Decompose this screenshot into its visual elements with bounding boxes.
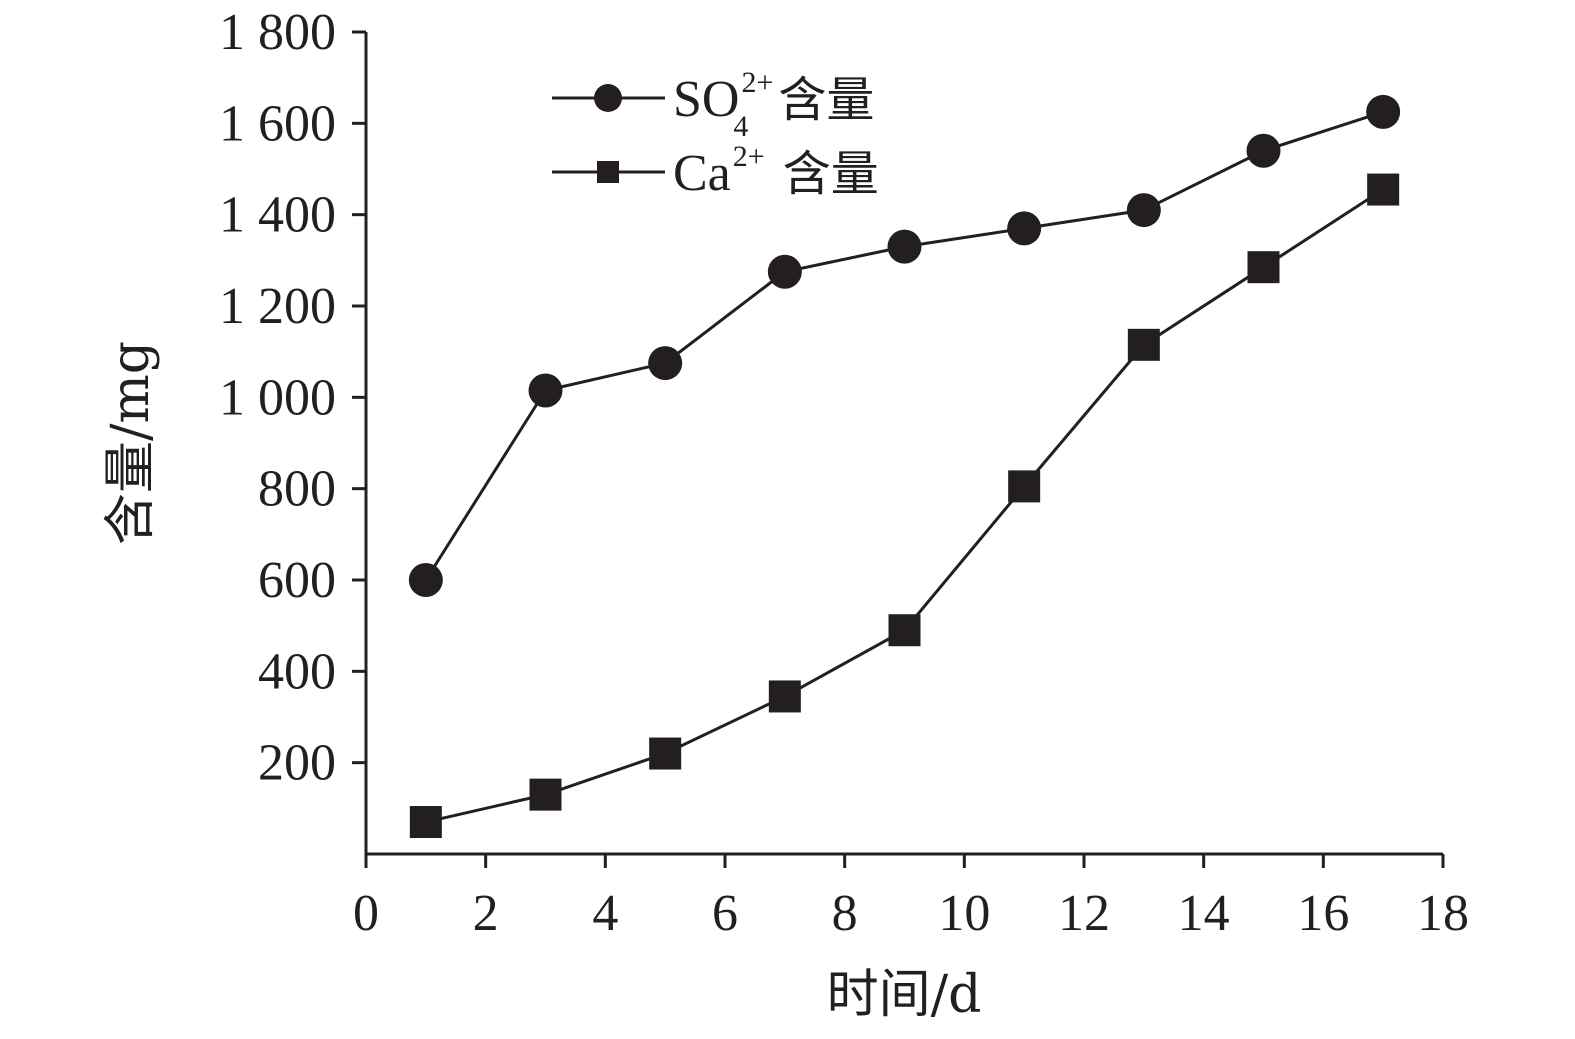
- legend-ca-sup: 2+: [733, 140, 765, 173]
- x-tick-label: 4: [592, 885, 618, 942]
- x-axis-title: 时间/d: [827, 965, 982, 1025]
- legend-so4-suffix: 含量: [778, 72, 874, 128]
- series-layer: [408, 94, 1401, 839]
- data-point: [529, 778, 562, 811]
- legend-item-so4: SO2+ 4 含量: [552, 66, 874, 143]
- legend-ca-base: Ca: [673, 145, 731, 202]
- data-point: [408, 563, 443, 597]
- y-tick-label: 1 600: [219, 95, 336, 152]
- x-tick-label: 12: [1058, 885, 1110, 942]
- y-tick-label: 1 000: [219, 369, 336, 426]
- data-point: [409, 806, 442, 839]
- data-point: [768, 680, 801, 713]
- data-point: [887, 229, 922, 264]
- x-tick-label: 18: [1417, 885, 1469, 942]
- x-tick-label: 10: [938, 885, 990, 942]
- legend-marker-so4: [594, 84, 622, 112]
- series-ca: [409, 173, 1400, 839]
- y-tick-label: 200: [258, 735, 336, 792]
- data-point: [1367, 173, 1400, 206]
- y-tick-label: 1 400: [219, 187, 336, 244]
- legend: SO2+ 4 含量 Ca2+ 含量: [552, 66, 879, 202]
- legend-so4-base: SO: [673, 71, 739, 128]
- x-tick-label: 16: [1297, 885, 1349, 942]
- x-tick-label: 14: [1178, 885, 1230, 942]
- data-point: [1008, 470, 1041, 503]
- x-tick-label: 0: [353, 885, 379, 942]
- data-point: [1366, 94, 1401, 129]
- y-tick-label: 400: [258, 643, 336, 700]
- legend-so4-sub: 4: [733, 110, 748, 143]
- data-point: [888, 614, 921, 647]
- axes: 200 400 600 800 1 000 1 200 1 400 1 600 1 800 0 2 4…: [219, 4, 1469, 942]
- y-tick-label: 1 200: [219, 278, 336, 335]
- data-point: [1007, 211, 1042, 246]
- legend-ca-suffix: 含量: [783, 146, 879, 202]
- y-axis-title: 含量/mg: [101, 341, 161, 545]
- series-line: [424, 110, 1384, 581]
- data-point: [1246, 133, 1281, 168]
- data-point: [1126, 193, 1161, 228]
- y-tick-label: 800: [258, 461, 336, 518]
- data-point: [1247, 251, 1280, 284]
- y-tick-label: 600: [258, 552, 336, 609]
- series-line: [425, 188, 1384, 824]
- legend-so4-sup: 2+: [741, 66, 773, 99]
- x-tick-label: 2: [473, 885, 499, 942]
- data-point: [767, 254, 802, 289]
- data-point: [528, 373, 563, 408]
- legend-item-ca: Ca2+ 含量: [552, 140, 879, 202]
- data-point: [648, 346, 683, 381]
- series-so4: [408, 94, 1401, 597]
- y-tick-label: 1 800: [219, 4, 336, 61]
- x-tick-label: 8: [832, 885, 858, 942]
- data-point: [649, 737, 682, 770]
- x-tick-label: 6: [712, 885, 738, 942]
- legend-label-ca: Ca2+ 含量: [673, 140, 879, 202]
- legend-label-so4: SO2+ 4 含量: [673, 66, 874, 143]
- data-point: [1127, 328, 1160, 361]
- legend-marker-ca: [597, 161, 619, 183]
